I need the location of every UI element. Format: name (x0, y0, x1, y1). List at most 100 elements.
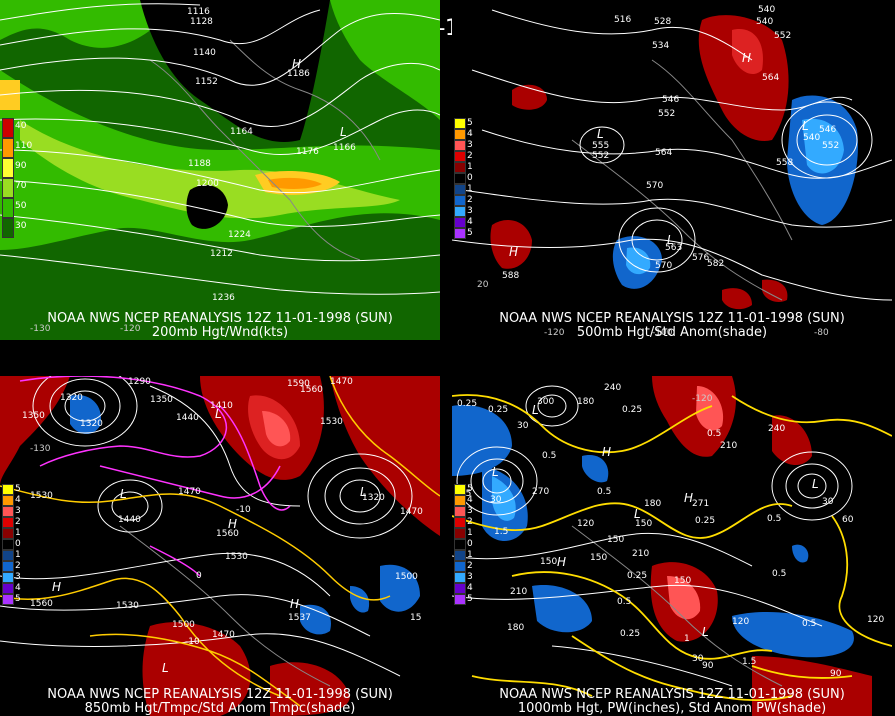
svg-text:1440: 1440 (176, 413, 199, 423)
legend-swatch (454, 228, 466, 239)
svg-text:15: 15 (410, 613, 421, 623)
svg-text:534: 534 (652, 41, 669, 51)
legend-swatch (454, 151, 466, 162)
svg-text:1350: 1350 (22, 411, 45, 421)
legend-swatch (2, 138, 14, 158)
low-center-200: L (340, 125, 347, 139)
svg-text:563: 563 (665, 243, 682, 253)
svg-text:-120: -120 (544, 328, 565, 338)
svg-text:0.5: 0.5 (802, 619, 816, 629)
legend-label: 1 (467, 184, 473, 194)
legend-label: 3 (467, 572, 473, 582)
svg-text:1164: 1164 (230, 127, 253, 137)
svg-text:0.5: 0.5 (772, 569, 786, 579)
svg-text:552: 552 (592, 151, 609, 161)
svg-text:1537: 1537 (288, 613, 311, 623)
svg-text:240: 240 (604, 383, 621, 393)
svg-text:570: 570 (655, 261, 672, 271)
legend-swatch (2, 561, 14, 572)
legend-swatch (454, 506, 466, 517)
svg-text:120: 120 (570, 376, 587, 379)
svg-text:H: H (290, 597, 299, 611)
legend-swatch (454, 195, 466, 206)
svg-text:1320: 1320 (80, 419, 103, 429)
svg-text:1590: 1590 (287, 379, 310, 389)
legend-swatch (2, 118, 14, 138)
svg-text:L: L (360, 485, 367, 499)
legend-label: 4 (467, 495, 473, 505)
svg-text:0.25: 0.25 (620, 629, 640, 639)
svg-text:1.5: 1.5 (494, 527, 508, 537)
legend-swatch (454, 206, 466, 217)
legend-label: 1 (15, 528, 21, 538)
svg-text:90: 90 (702, 661, 714, 671)
svg-text:1166: 1166 (333, 143, 356, 153)
panel-500mb: 516 528 534 540 540 552 546 552 552 555 … (452, 0, 892, 340)
legend-label: 2 (467, 561, 473, 571)
svg-text:120: 120 (577, 519, 594, 529)
svg-text:552: 552 (658, 109, 675, 119)
svg-text:1350: 1350 (150, 395, 173, 405)
legend-swatch (2, 158, 14, 178)
legend-swatch (454, 572, 466, 583)
svg-text:300: 300 (537, 397, 554, 407)
svg-text:210: 210 (632, 549, 649, 559)
svg-text:H: H (602, 445, 611, 459)
legend-swatch (454, 517, 466, 528)
legend-swatch (2, 528, 14, 539)
svg-text:150: 150 (540, 557, 557, 567)
legend-label: 5 (15, 594, 21, 604)
legend-swatch (2, 550, 14, 561)
legend-label: 90 (15, 161, 27, 171)
legend-label: 2 (15, 561, 21, 571)
legend-swatch (2, 198, 14, 218)
svg-text:1530: 1530 (116, 601, 139, 611)
legend-label: 0 (467, 539, 473, 549)
legend-swatch (2, 594, 14, 605)
svg-text:0.5: 0.5 (597, 487, 611, 497)
svg-text:L: L (634, 507, 641, 521)
svg-text:1470: 1470 (330, 377, 353, 387)
svg-text:H: H (228, 517, 237, 531)
svg-text:0.25: 0.25 (695, 516, 715, 526)
svg-text:558: 558 (776, 158, 793, 168)
svg-text:570: 570 (646, 181, 663, 191)
legend-label: 3 (467, 206, 473, 216)
legend-label: 2 (467, 151, 473, 161)
legend-label: 40 (15, 121, 27, 131)
svg-text:-100: -100 (652, 328, 673, 338)
svg-text:90: 90 (830, 669, 842, 679)
svg-text:1128: 1128 (190, 17, 213, 27)
svg-text:1290: 1290 (128, 377, 151, 387)
svg-text:1560: 1560 (300, 385, 323, 395)
legend-label: 2 (467, 517, 473, 527)
svg-text:1470: 1470 (400, 507, 423, 517)
svg-text:L: L (702, 625, 709, 639)
svg-text:150: 150 (590, 553, 607, 563)
svg-text:1152: 1152 (195, 77, 218, 87)
svg-text:210: 210 (720, 441, 737, 451)
svg-text:564: 564 (762, 73, 779, 83)
legend-swatch (2, 539, 14, 550)
svg-text:L: L (492, 465, 499, 479)
svg-text:0.25: 0.25 (457, 399, 477, 409)
legend-label: 1 (15, 550, 21, 560)
svg-text:1530: 1530 (30, 491, 53, 501)
svg-text:L: L (215, 407, 222, 421)
svg-text:552: 552 (774, 31, 791, 41)
svg-text:1236: 1236 (212, 293, 235, 303)
svg-text:1470: 1470 (178, 487, 201, 497)
panel-200mb: 1116 1128 1140 1152 1164 1176 1188 1200 … (0, 0, 440, 340)
svg-text:30: 30 (822, 497, 834, 507)
high-center-200: H (292, 57, 301, 71)
svg-text:270: 270 (532, 487, 549, 497)
legend-swatch (2, 583, 14, 594)
legend-label: 1 (467, 550, 473, 560)
svg-text:516: 516 (614, 15, 631, 25)
legend-swatch (454, 184, 466, 195)
high-center-850: H (52, 580, 61, 594)
legend-label: 2 (15, 517, 21, 527)
svg-text:546: 546 (662, 95, 679, 105)
legend-label: 2 (467, 195, 473, 205)
legend-label: 4 (467, 583, 473, 593)
